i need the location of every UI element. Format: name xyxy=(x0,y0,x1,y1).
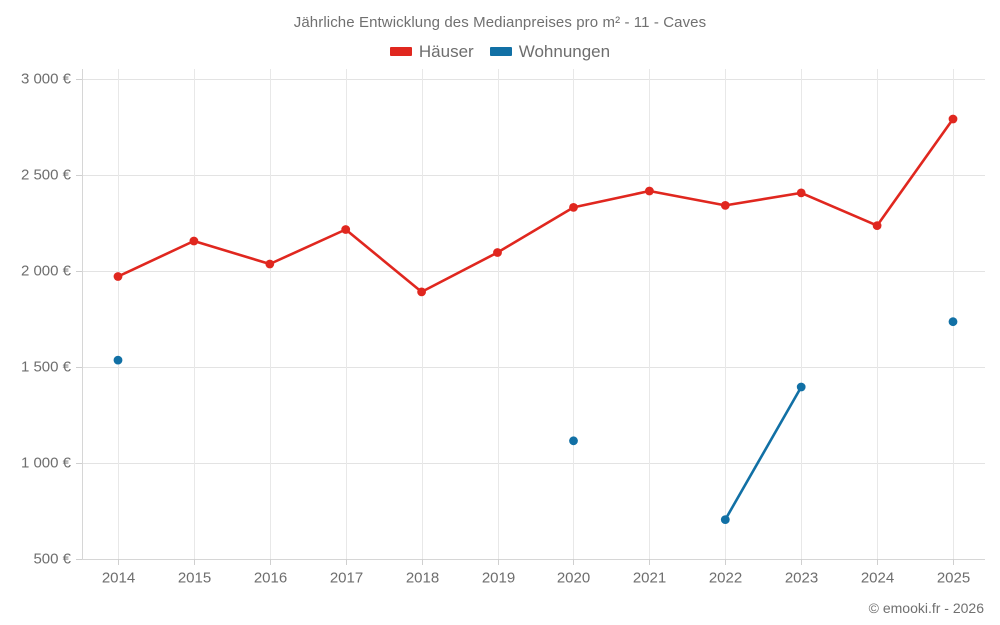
series-line-0 xyxy=(116,117,955,294)
legend-swatch-wohnungen xyxy=(489,47,512,56)
data-point[interactable] xyxy=(720,515,730,524)
data-point[interactable] xyxy=(341,225,351,234)
x-tick-label: 2018 xyxy=(406,569,439,586)
y-axis-tick-labels: 500 € 1 000 € 1 500 € 2 000 € 2 500 € 3 000 € xyxy=(21,70,72,567)
data-point[interactable] xyxy=(569,203,578,212)
data-point[interactable] xyxy=(265,259,275,269)
x-tick-label: 2019 xyxy=(482,569,515,586)
legend-label-wohnungen: Wohnungen xyxy=(518,42,611,61)
y-tick-label: 500 € xyxy=(33,550,71,567)
x-tick-label: 2025 xyxy=(937,569,970,586)
x-tick-label: 2017 xyxy=(330,569,363,586)
data-point[interactable] xyxy=(493,248,502,257)
data-point[interactable] xyxy=(113,355,123,365)
axis-lines xyxy=(82,69,985,560)
series-line-1 xyxy=(724,385,803,521)
series-points xyxy=(113,114,958,524)
data-point[interactable] xyxy=(113,272,123,281)
legend-label-hauser: Häuser xyxy=(418,42,474,61)
data-point[interactable] xyxy=(417,287,426,297)
y-tick-label: 1 500 € xyxy=(21,358,72,375)
data-point[interactable] xyxy=(189,236,199,246)
x-axis-tick-labels: 2014 2015 2016 2017 2018 2019 2020 2021 2022 2023… xyxy=(102,569,970,586)
y-tick-label: 3 000 € xyxy=(21,70,72,87)
footer-credit: © emooki.fr - 2026 xyxy=(868,600,984,616)
y-tick-label: 2 500 € xyxy=(21,166,72,183)
chart-legend: Häuser Wohnungen xyxy=(0,43,1000,60)
y-tick-label: 2 000 € xyxy=(21,262,72,279)
legend-item-wohnungen[interactable]: Wohnungen xyxy=(489,42,611,61)
chart-title: Jährliche Entwicklung des Medianpreises … xyxy=(293,14,707,31)
data-point[interactable] xyxy=(796,382,806,392)
x-tick-label: 2014 xyxy=(102,569,135,586)
x-tick-label: 2024 xyxy=(861,569,894,586)
data-point[interactable] xyxy=(645,186,654,196)
data-point[interactable] xyxy=(872,221,882,231)
legend-swatch-hauser xyxy=(389,47,412,56)
data-point[interactable] xyxy=(796,188,806,198)
legend-item-hauser[interactable]: Häuser xyxy=(389,42,474,61)
vertical-gridlines xyxy=(118,69,954,559)
y-tick-label: 1 000 € xyxy=(21,454,72,471)
horizontal-gridlines xyxy=(82,79,985,560)
x-tick-label: 2023 xyxy=(785,569,818,586)
data-point[interactable] xyxy=(948,317,958,327)
data-point[interactable] xyxy=(720,201,730,210)
x-tick-label: 2021 xyxy=(633,569,666,586)
x-tick-label: 2016 xyxy=(254,569,287,586)
x-tick-label: 2022 xyxy=(709,569,742,586)
data-point[interactable] xyxy=(948,114,958,124)
data-point[interactable] xyxy=(569,436,578,446)
x-tick-label: 2015 xyxy=(178,569,211,586)
x-tick-label: 2020 xyxy=(557,569,590,586)
series-lines xyxy=(116,117,955,521)
axis-tick-marks xyxy=(76,79,954,565)
